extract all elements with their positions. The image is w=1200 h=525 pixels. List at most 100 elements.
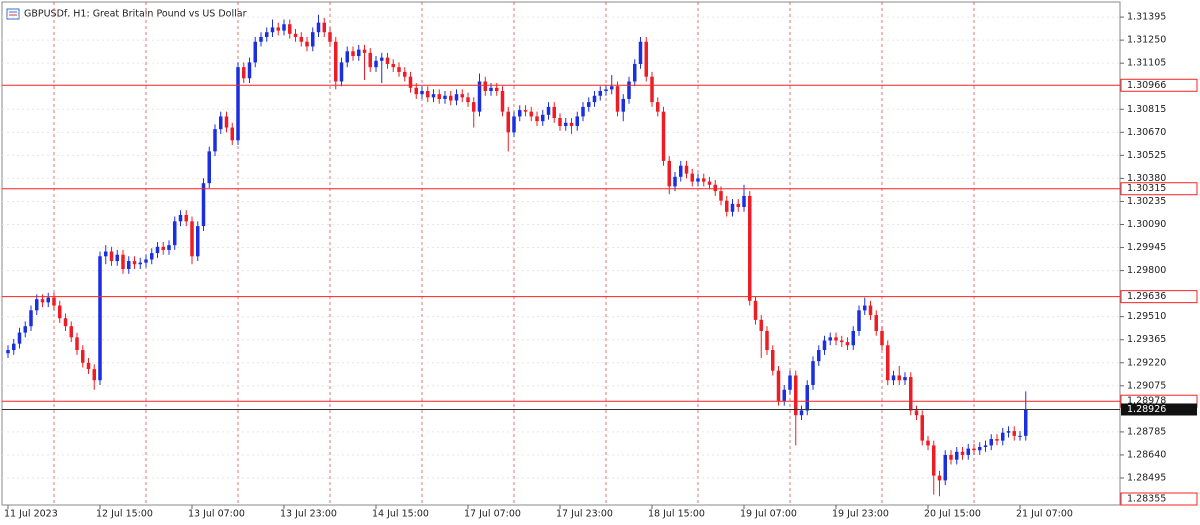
candle-body (805, 385, 809, 411)
x-tick-label: 17 Jul 07:00 (464, 509, 521, 520)
candle-body (173, 221, 177, 246)
candle-body (713, 184, 717, 192)
candle-body (972, 448, 976, 451)
candle-body (765, 330, 769, 351)
candle-body (857, 310, 861, 331)
candle-body (610, 86, 614, 90)
candle-body (989, 439, 993, 446)
candle-body (903, 377, 907, 381)
candle-body (782, 389, 786, 401)
current-price-box (1121, 403, 1197, 416)
candle-body (604, 89, 608, 91)
candle-body (403, 71, 407, 77)
candle-body (1024, 409, 1028, 436)
y-tick-label: 1.28785 (1127, 426, 1166, 437)
candle-body (529, 111, 533, 117)
candle-body (161, 246, 165, 250)
y-tick-label: 1.31105 (1127, 58, 1166, 69)
candle-body (535, 116, 539, 122)
x-tick-label: 11 Jul 2023 (4, 509, 58, 520)
candle-body (748, 195, 752, 301)
candle-body (454, 94, 459, 101)
candle-body (891, 375, 896, 381)
candle-body (357, 49, 361, 57)
candle-body (575, 116, 579, 126)
candle-body (81, 350, 85, 363)
candle-body (431, 94, 436, 98)
candle-body (886, 345, 890, 381)
candle-body (627, 81, 631, 99)
candle-body (799, 410, 804, 416)
candle-body (265, 32, 269, 37)
y-tick-label: 1.29075 (1127, 380, 1166, 391)
candle-body (1012, 431, 1016, 436)
candle-body (242, 67, 246, 79)
chart-title: GBPUSDf, H1: Great Britain Pound vs US D… (24, 9, 247, 20)
candle-body (259, 36, 263, 42)
candle-body (811, 361, 815, 386)
y-tick-label: 1.30670 (1127, 127, 1166, 138)
candle-body (40, 299, 45, 303)
candle-body (115, 254, 119, 262)
y-tick-label: 1.29220 (1127, 357, 1166, 368)
level-label: 1.30315 (1127, 183, 1166, 194)
candle-body (518, 110, 522, 117)
candle-body (909, 377, 913, 411)
candle-body (190, 221, 194, 257)
candle-body (408, 76, 413, 88)
candle-body (109, 251, 114, 262)
candle-body (650, 76, 654, 103)
candle-body (155, 246, 160, 254)
candle-body (17, 332, 22, 344)
candle-body (127, 261, 131, 269)
candle-body (943, 454, 947, 481)
candle-body (270, 27, 275, 33)
candle-body (351, 51, 355, 57)
candle-body (684, 165, 689, 174)
candle-body (926, 440, 930, 446)
candle-body (656, 102, 660, 112)
candle-body (707, 181, 712, 185)
candle-body (569, 122, 574, 126)
level-label: 1.30966 (1127, 80, 1166, 91)
candle-body (52, 297, 56, 306)
candle-body (541, 114, 545, 122)
candle-body (391, 63, 395, 68)
candle-body (385, 57, 390, 64)
candle-body (495, 87, 499, 91)
candle-body (679, 165, 683, 177)
candle-body (696, 178, 700, 182)
candle-body (207, 151, 211, 184)
x-tick-label: 17 Jul 23:00 (556, 509, 613, 520)
candle-body (23, 326, 27, 333)
candle-body (995, 439, 999, 441)
candle-body (299, 36, 303, 42)
candle-body (920, 415, 924, 441)
candle-body (322, 22, 326, 33)
candle-body (397, 67, 401, 72)
candle-body (362, 49, 367, 53)
candle-body (167, 245, 171, 250)
candle-body (960, 451, 965, 455)
low-marker-box (1120, 492, 1198, 506)
level-label: 1.29636 (1127, 291, 1166, 302)
y-tick-label: 1.29365 (1127, 334, 1166, 345)
candle-body (817, 350, 821, 362)
candle-body (414, 87, 418, 95)
candle-body (288, 24, 292, 34)
candle-body (506, 111, 510, 133)
candle-body (587, 102, 591, 107)
low-marker-label: 1.28355 (1127, 494, 1166, 505)
candle-body (92, 369, 96, 381)
candle-body (840, 340, 844, 343)
candle-body (615, 86, 620, 112)
candle-body (949, 454, 953, 460)
candle-body (150, 253, 154, 260)
x-tick-label: 18 Jul 15:00 (648, 509, 705, 520)
candle-body (477, 81, 482, 112)
candle-body (293, 33, 298, 37)
level-label-box (1120, 182, 1198, 196)
candle-body (63, 318, 68, 327)
candle-body (426, 90, 430, 98)
